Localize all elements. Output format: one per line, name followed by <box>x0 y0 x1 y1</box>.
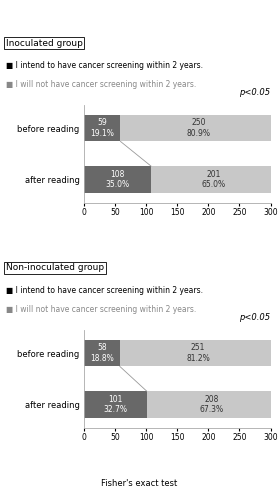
Bar <box>121 115 276 141</box>
Text: 251: 251 <box>191 344 205 352</box>
Text: 58: 58 <box>97 344 107 352</box>
Text: 35.0%: 35.0% <box>105 180 129 189</box>
Text: 208: 208 <box>204 395 219 404</box>
Text: 80.9%: 80.9% <box>186 128 210 138</box>
Bar <box>151 166 276 192</box>
Text: 81.2%: 81.2% <box>186 354 210 362</box>
Bar <box>147 391 276 418</box>
Text: p<0.05: p<0.05 <box>239 88 271 97</box>
Text: 67.3%: 67.3% <box>199 405 223 414</box>
Text: ■ I will not have cancer screening within 2 years.: ■ I will not have cancer screening withi… <box>6 80 196 89</box>
Text: ■ I will not have cancer screening within 2 years.: ■ I will not have cancer screening withi… <box>6 305 196 314</box>
Bar <box>84 115 121 141</box>
Bar <box>84 391 147 418</box>
Text: 108: 108 <box>110 170 124 179</box>
Text: 59: 59 <box>97 118 107 128</box>
Text: 19.1%: 19.1% <box>90 128 114 138</box>
Text: 201: 201 <box>206 170 221 179</box>
Bar <box>84 166 151 192</box>
Text: 32.7%: 32.7% <box>103 405 127 414</box>
Text: 18.8%: 18.8% <box>90 354 114 362</box>
Bar <box>84 340 120 366</box>
Text: 250: 250 <box>191 118 206 128</box>
Text: Fisher's exact test: Fisher's exact test <box>101 478 178 488</box>
Text: Inoculated group: Inoculated group <box>6 38 83 48</box>
Text: ■ I intend to have cancer screening within 2 years.: ■ I intend to have cancer screening with… <box>6 286 203 295</box>
Text: p<0.05: p<0.05 <box>239 313 271 322</box>
Text: 65.0%: 65.0% <box>201 180 226 189</box>
Bar <box>120 340 276 366</box>
Text: 101: 101 <box>108 395 122 404</box>
Text: Non-inoculated group: Non-inoculated group <box>6 264 104 272</box>
Text: ■ I intend to have cancer screening within 2 years.: ■ I intend to have cancer screening with… <box>6 61 203 70</box>
